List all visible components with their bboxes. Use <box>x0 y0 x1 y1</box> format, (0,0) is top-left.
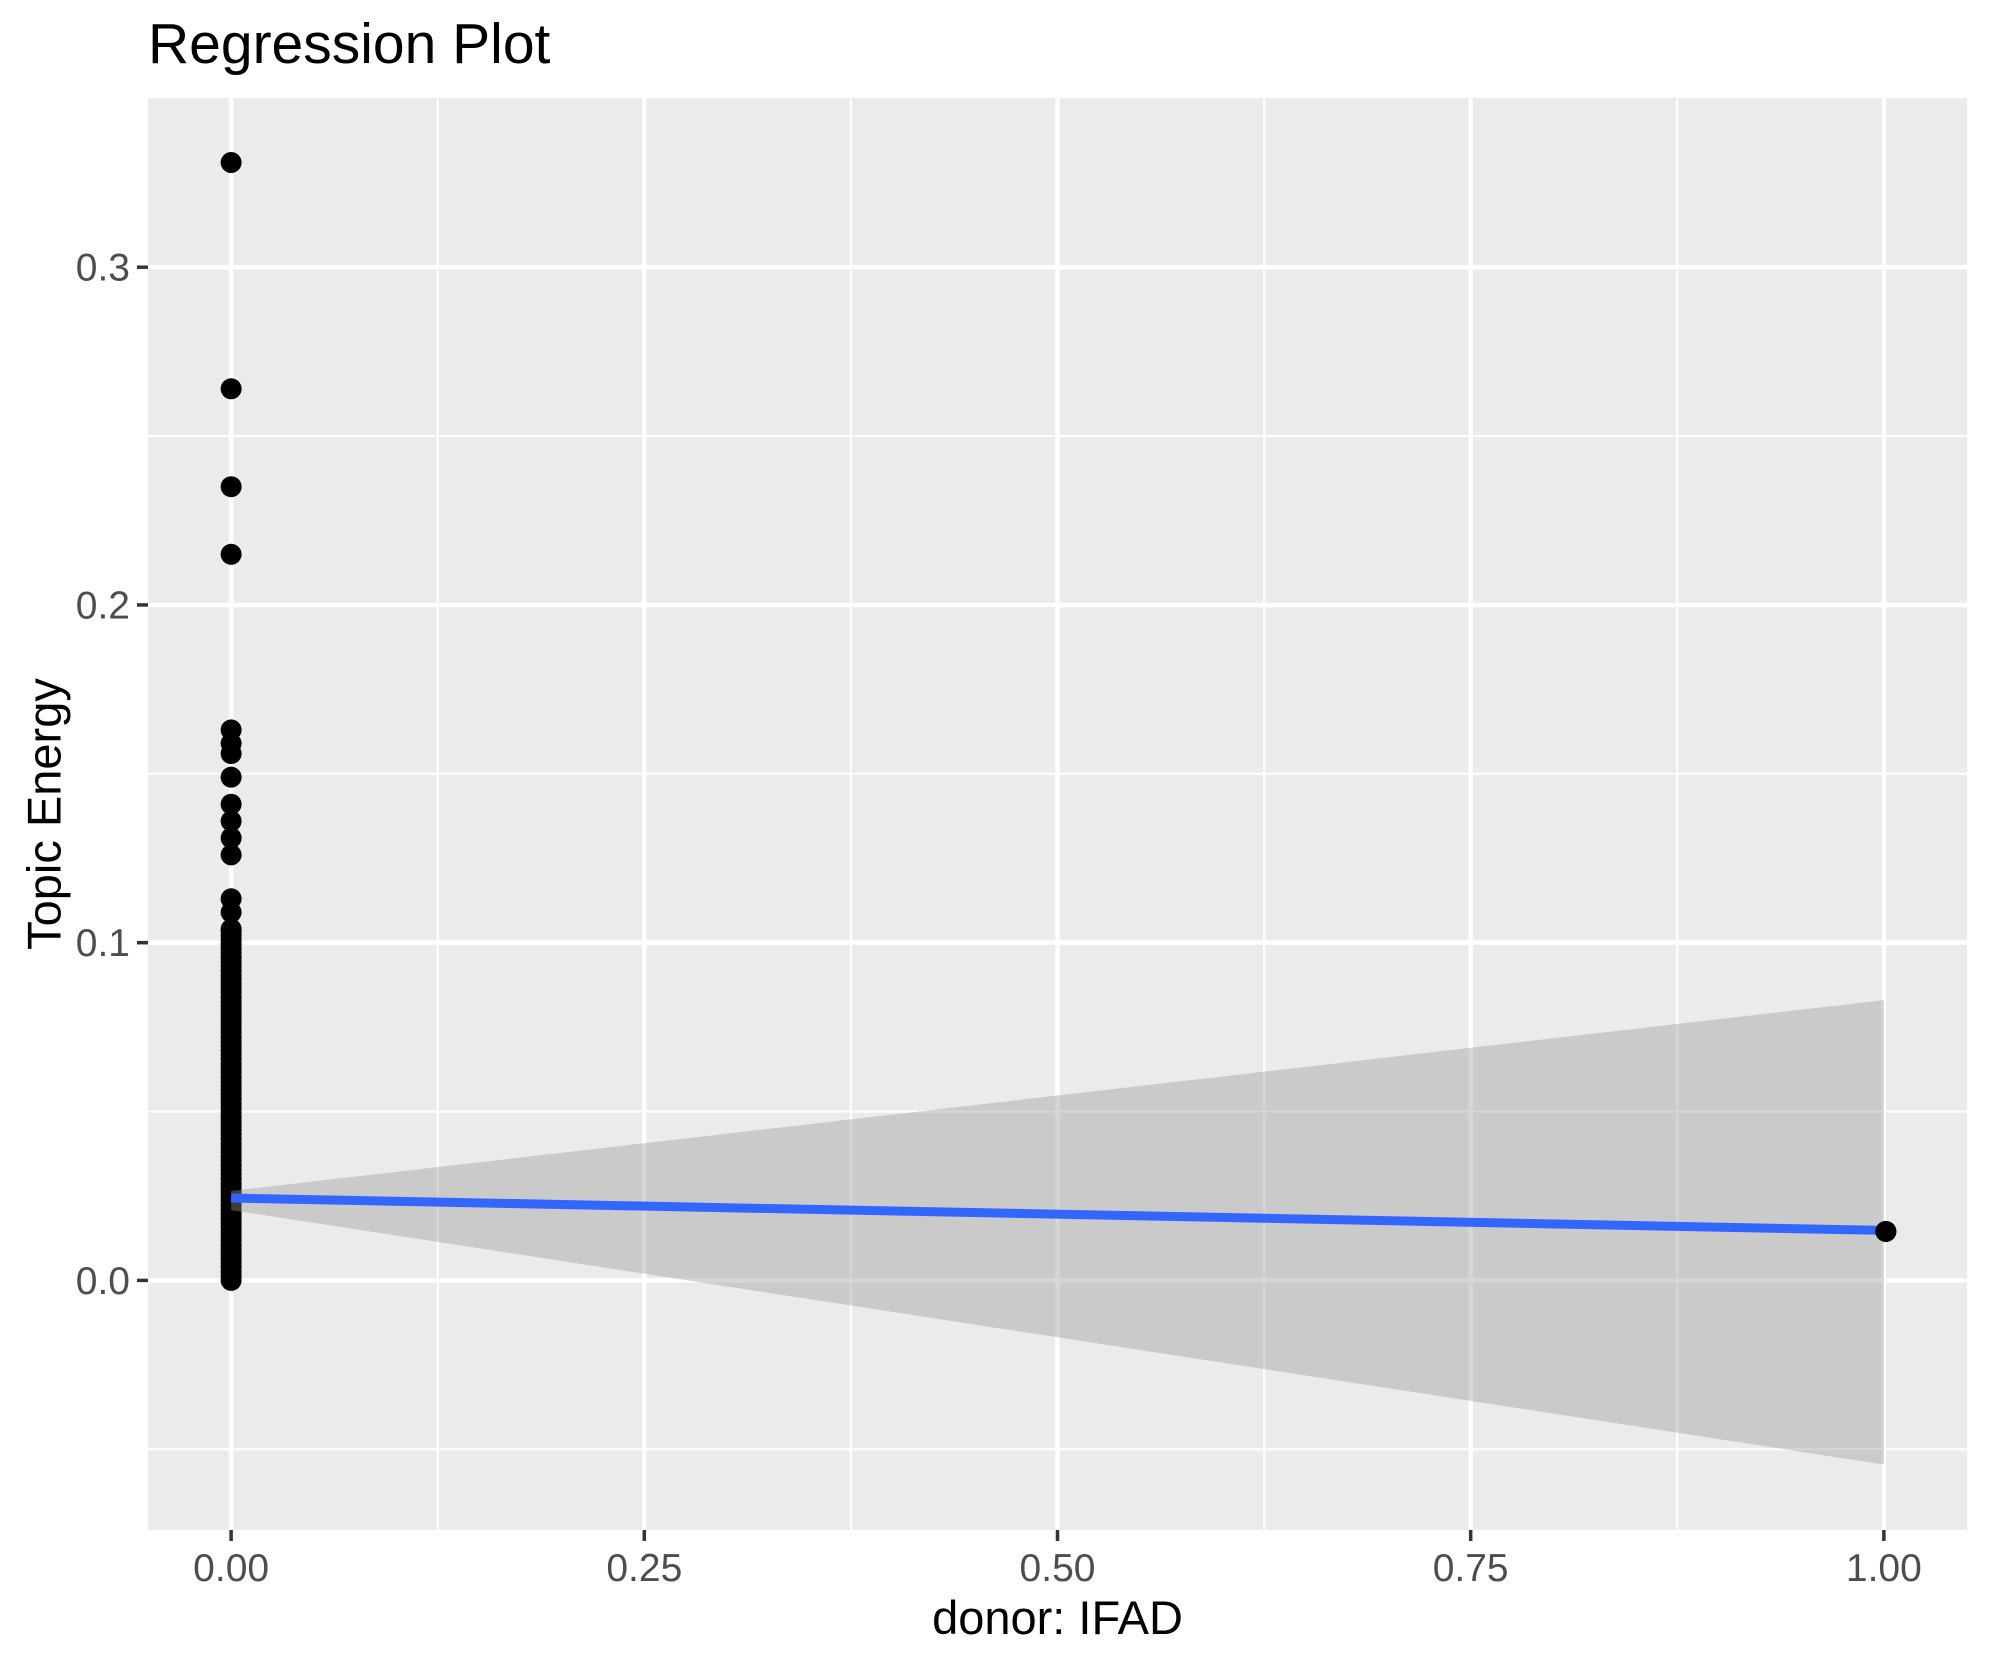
data-point <box>220 152 242 174</box>
data-point <box>220 827 242 849</box>
x-tick-label: 0.75 <box>1433 1547 1509 1590</box>
data-point <box>220 793 242 815</box>
data-point <box>220 543 242 565</box>
data-point <box>220 766 242 788</box>
axis-ticks <box>137 265 1886 1541</box>
confidence-band <box>231 1000 1884 1465</box>
data-point <box>220 901 242 923</box>
data-point <box>220 743 242 765</box>
x-axis-title: donor: IFAD <box>932 1591 1183 1644</box>
x-tick-label: 0.00 <box>193 1547 269 1590</box>
y-tick-label: 0.3 <box>76 247 130 290</box>
data-point <box>220 476 242 498</box>
data-point <box>220 378 242 400</box>
x-tick-label: 0.50 <box>1020 1547 1096 1590</box>
data-point <box>220 918 242 940</box>
y-tick-label: 0.0 <box>76 1260 130 1303</box>
y-tick-label: 0.2 <box>76 584 130 627</box>
dense-point-column <box>220 920 242 1291</box>
regression-line <box>231 1193 1884 1235</box>
data-point <box>220 844 242 866</box>
x-tick-label: 1.00 <box>1846 1547 1922 1590</box>
x-tick-label: 0.25 <box>606 1547 682 1590</box>
y-axis-title: Topic Energy <box>17 678 71 950</box>
endpoint-dot <box>1875 1220 1897 1242</box>
grid-major <box>148 98 1967 1530</box>
y-tick-label: 0.1 <box>76 922 130 965</box>
data-point <box>220 810 242 832</box>
plot-title: Regression Plot <box>148 12 551 76</box>
